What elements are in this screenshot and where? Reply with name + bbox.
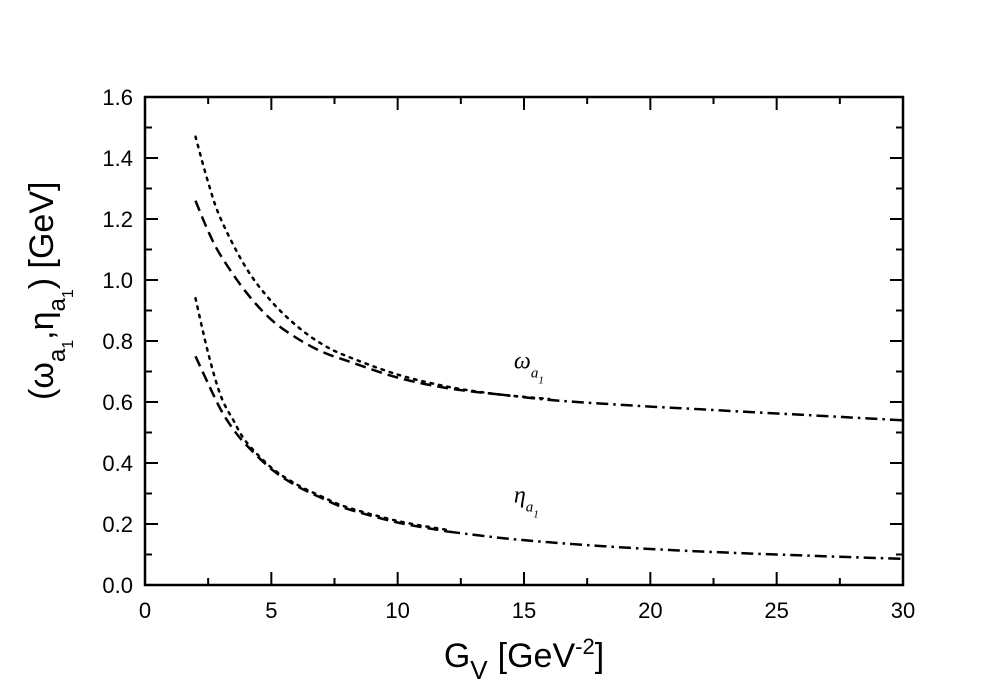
curve-annotation-subscript: a bbox=[531, 365, 539, 381]
curve-annotation-1: ηa1 bbox=[514, 483, 539, 521]
x-tick-label: 25 bbox=[764, 598, 788, 623]
y-tick-label: 0.2 bbox=[102, 512, 133, 537]
axis-tick-labels: 0 5 10 15 20 25 30 0.0 0.2 0.4 0.6 0.8 1.0 1.2 1.4 1.6 bbox=[102, 85, 915, 623]
y-axis-title-omega-sub: a bbox=[44, 348, 71, 362]
y-axis-title-eta: ,η bbox=[23, 312, 61, 340]
series-line-3 bbox=[194, 297, 450, 532]
x-axis-title-unit: [GeV bbox=[498, 637, 576, 675]
y-axis-title-eta-subsub: 1 bbox=[60, 289, 77, 298]
x-tick-label: 20 bbox=[638, 598, 662, 623]
x-axis-title-main: G bbox=[444, 637, 470, 675]
curve-annotation-symbol: ω bbox=[514, 348, 531, 374]
curve-annotation-subscript: a bbox=[526, 500, 534, 516]
x-axis-title-subscript: V bbox=[470, 655, 488, 685]
y-tick-label: 0.6 bbox=[102, 390, 133, 415]
series-line-2 bbox=[498, 393, 904, 422]
series-line-1 bbox=[194, 200, 499, 396]
series-line-5 bbox=[448, 530, 904, 561]
y-axis-title-omega-subsub: 1 bbox=[60, 340, 77, 349]
y-tick-label: 1.0 bbox=[102, 268, 133, 293]
y-tick-label: 1.6 bbox=[102, 85, 133, 110]
series-line-4 bbox=[194, 355, 449, 533]
x-tick-label: 15 bbox=[512, 598, 536, 623]
curve-annotation-subsubscript: 1 bbox=[533, 509, 539, 521]
y-axis-title-eta-sub: a bbox=[44, 298, 71, 312]
y-tick-label: 1.2 bbox=[102, 207, 133, 232]
y-axis-title: (ωa1,ηa1) [GeV] bbox=[23, 182, 77, 400]
curve-annotation-symbol: η bbox=[514, 483, 526, 509]
curve-annotation-0: ωa1 bbox=[514, 348, 544, 386]
series-line-0 bbox=[194, 135, 551, 401]
plot-frame bbox=[143, 95, 905, 587]
x-axis-title: GV [GeV-2] bbox=[444, 634, 604, 685]
x-tick-label: 30 bbox=[891, 598, 915, 623]
x-tick-label: 10 bbox=[385, 598, 409, 623]
x-tick-label: 5 bbox=[265, 598, 277, 623]
x-tick-label: 0 bbox=[139, 598, 151, 623]
y-tick-label: 0.0 bbox=[102, 573, 133, 598]
y-axis-title-unit: ) [GeV] bbox=[23, 182, 61, 290]
x-axis-title-unit-power: -2 bbox=[575, 634, 595, 659]
y-tick-label: 0.4 bbox=[102, 451, 133, 476]
y-tick-label: 1.4 bbox=[102, 146, 133, 171]
y-axis-title-omega: (ω bbox=[23, 362, 61, 400]
axis-ticks bbox=[144, 96, 904, 586]
curve-annotation-subsubscript: 1 bbox=[538, 374, 544, 386]
x-axis-title-unit-close: ] bbox=[595, 637, 604, 675]
y-tick-label: 0.8 bbox=[102, 329, 133, 354]
plot-curves bbox=[194, 135, 904, 561]
